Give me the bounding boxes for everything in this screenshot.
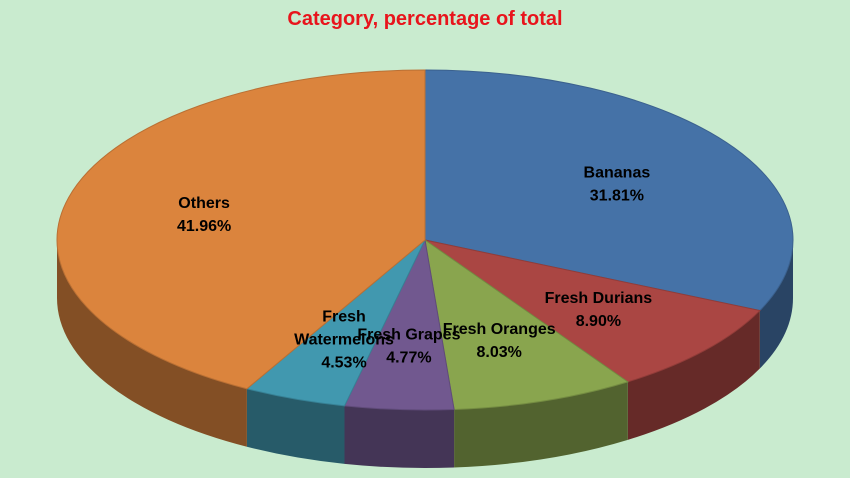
data-label-3-value: 4.77% [386,350,431,367]
pie-side-0 [759,240,793,369]
pie-sides [56,240,793,468]
pie-side-5 [56,240,247,447]
data-label-1-value: 8.90% [576,313,621,330]
pie-slice-0 [424,69,794,312]
data-label-2-name: Fresh Oranges [443,321,556,338]
chart-subtitle: Category, percentage of total [287,8,563,30]
pie-slice-5 [56,69,426,390]
data-label-3-name: Fresh Grapes [357,327,460,344]
data-label-5-name: Others [178,195,230,212]
data-label-4-name: Watermelons [294,332,394,349]
pie-labels: Bananas 31.81% Fresh Durians 8.90% Fresh Ora… [177,165,652,372]
pie-side-2 [454,381,628,468]
pie-slice-2 [424,238,629,410]
pie-side-1 [627,310,760,440]
pie-side-4 [246,388,345,464]
data-label-2-value: 8.03% [477,344,522,361]
data-label-1-name: Fresh Durians [545,290,653,307]
data-label-0-value: 31.81% [590,188,644,205]
data-label-0-name: Bananas [584,165,651,182]
pie-side-3 [344,405,455,468]
data-label-4-value: 4.53% [321,355,366,372]
data-label-4-name: Fresh [322,309,366,326]
pie-top [56,69,794,411]
pie-slice-1 [424,239,761,383]
data-label-5-value: 41.96% [177,218,231,235]
